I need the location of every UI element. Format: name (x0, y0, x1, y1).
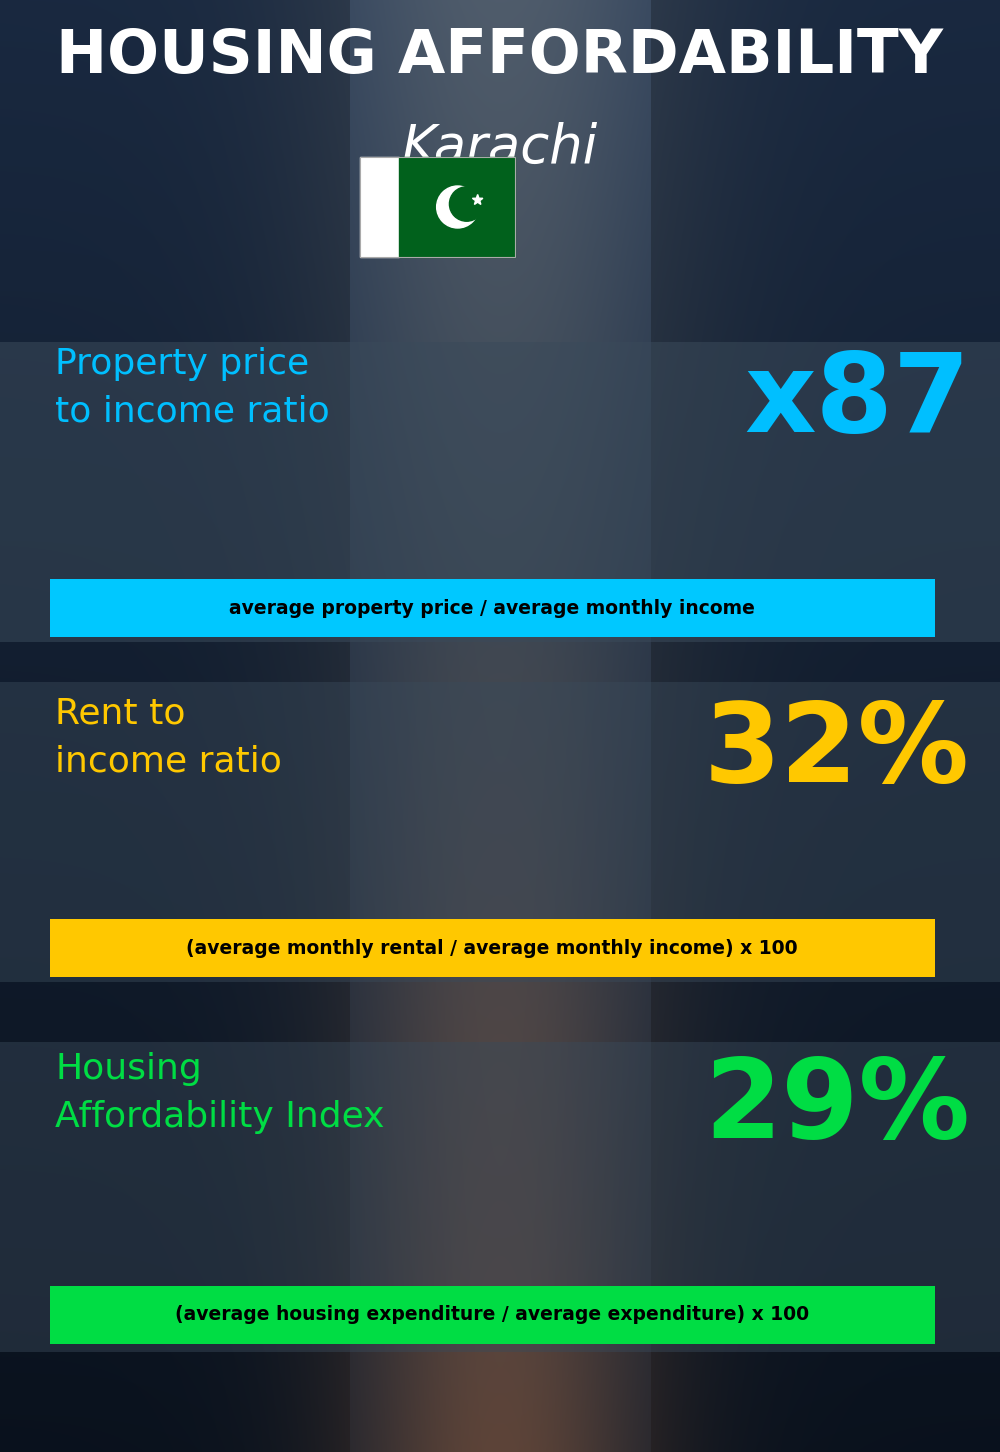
Circle shape (449, 187, 484, 221)
Text: Karachi: Karachi (402, 122, 598, 174)
Text: Rent to
income ratio: Rent to income ratio (55, 697, 282, 778)
Text: (average monthly rental / average monthly income) x 100: (average monthly rental / average monthl… (186, 938, 798, 957)
Text: HOUSING AFFORDABILITY: HOUSING AFFORDABILITY (56, 28, 944, 86)
Bar (360, 157, 515, 257)
FancyBboxPatch shape (0, 682, 1000, 982)
FancyBboxPatch shape (50, 919, 935, 977)
Bar (399, 157, 515, 257)
Circle shape (437, 186, 479, 228)
Bar (360, 157, 399, 257)
FancyBboxPatch shape (0, 343, 1000, 642)
Polygon shape (472, 195, 483, 205)
FancyBboxPatch shape (0, 1043, 1000, 1352)
Text: Housing
Affordability Index: Housing Affordability Index (55, 1053, 384, 1134)
Text: 32%: 32% (704, 698, 970, 806)
Text: 29%: 29% (704, 1054, 970, 1160)
FancyBboxPatch shape (50, 579, 935, 637)
Text: average property price / average monthly income: average property price / average monthly… (229, 598, 755, 617)
Text: x87: x87 (744, 348, 970, 456)
Text: Property price
to income ratio: Property price to income ratio (55, 347, 330, 428)
Text: (average housing expenditure / average expenditure) x 100: (average housing expenditure / average e… (175, 1305, 809, 1324)
FancyBboxPatch shape (50, 1286, 935, 1345)
